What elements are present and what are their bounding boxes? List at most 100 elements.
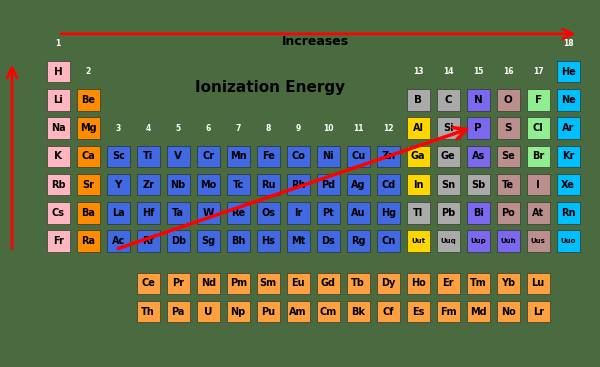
Text: C: C [445,95,452,105]
Text: Rb: Rb [51,179,65,190]
Bar [197,174,220,195]
Text: N: N [474,95,482,105]
Text: 4: 4 [146,124,151,133]
Bar [317,146,340,167]
Bar [47,117,70,139]
Bar [527,117,550,139]
Text: Zn: Zn [381,152,395,161]
Bar [77,230,100,252]
Text: Fe: Fe [262,152,275,161]
Bar [497,301,520,322]
Bar [347,146,370,167]
Text: Fm: Fm [440,307,457,317]
Bar [377,174,400,195]
Bar [557,146,580,167]
Bar [107,202,130,224]
Text: Cd: Cd [381,179,395,190]
Bar [47,174,70,195]
Text: Bk: Bk [351,307,365,317]
Bar [527,174,550,195]
Text: Am: Am [289,307,307,317]
Bar [227,273,250,294]
Bar [227,301,250,322]
Text: Na: Na [51,123,65,133]
Text: He: He [561,67,575,77]
Bar [377,146,400,167]
Text: Gd: Gd [320,279,336,288]
Bar [47,146,70,167]
Text: Pt: Pt [322,208,334,218]
Text: Cu: Cu [351,152,365,161]
Bar [77,146,100,167]
Text: Sb: Sb [471,179,485,190]
Text: Mg: Mg [80,123,97,133]
Text: Cr: Cr [202,152,214,161]
Text: B: B [414,95,422,105]
Bar [437,146,460,167]
Text: 18: 18 [563,39,574,48]
Bar [107,146,130,167]
Bar [137,301,160,322]
Bar [497,174,520,195]
Text: 10: 10 [323,124,334,133]
Bar [557,202,580,224]
Bar [467,174,490,195]
Text: Y: Y [115,179,122,190]
Text: Pm: Pm [230,279,247,288]
Bar [407,273,430,294]
Bar [377,230,400,252]
Text: 1: 1 [56,39,61,48]
Bar [497,273,520,294]
Bar [407,301,430,322]
Text: Rn: Rn [561,208,575,218]
Bar [317,230,340,252]
Text: Bi: Bi [473,208,484,218]
Text: Hf: Hf [142,208,154,218]
Bar [227,146,250,167]
Bar [407,174,430,195]
Bar [197,230,220,252]
Text: Eu: Eu [292,279,305,288]
Bar [257,301,280,322]
Bar [197,273,220,294]
Bar [497,89,520,111]
Bar [257,202,280,224]
Text: Ds: Ds [322,236,335,246]
Bar [227,230,250,252]
Text: Co: Co [291,152,305,161]
Bar [497,146,520,167]
Text: Mo: Mo [200,179,217,190]
Text: Ge: Ge [441,152,455,161]
Text: Kr: Kr [562,152,574,161]
Text: Tl: Tl [413,208,424,218]
Text: Tm: Tm [470,279,487,288]
Text: Ru: Ru [261,179,275,190]
Text: Al: Al [413,123,424,133]
Bar [287,301,310,322]
Text: Pr: Pr [172,279,184,288]
Text: Tc: Tc [233,179,244,190]
Text: Yb: Yb [501,279,515,288]
Bar [47,230,70,252]
Bar [407,117,430,139]
Text: Uuq: Uuq [440,238,456,244]
Text: Sg: Sg [201,236,215,246]
Text: Db: Db [170,236,186,246]
Text: O: O [504,95,512,105]
Text: Er: Er [442,279,454,288]
Bar [77,202,100,224]
Text: 14: 14 [443,68,454,76]
Bar [257,273,280,294]
Text: Cn: Cn [381,236,395,246]
Text: V: V [174,152,182,161]
Text: Rf: Rf [142,236,154,246]
Text: Fr: Fr [53,236,64,246]
Text: Ti: Ti [143,152,154,161]
Text: 16: 16 [503,68,514,76]
Bar [557,61,580,83]
Text: Md: Md [470,307,487,317]
Text: Ga: Ga [411,152,425,161]
Bar [377,301,400,322]
Text: Increases: Increases [281,35,349,48]
Bar [467,273,490,294]
